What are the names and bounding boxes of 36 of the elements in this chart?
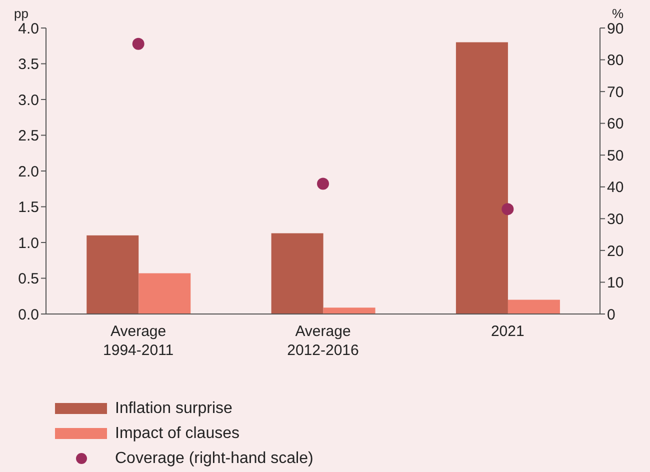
y2-tick-label: 30 [607,210,624,228]
y2-tick-label: 70 [607,84,624,101]
y-tick-label: 3.5 [18,56,39,74]
y2-tick-label: 90 [607,20,624,38]
bar [323,308,376,314]
y-tick-label: 4.0 [18,20,39,38]
legend-label: Impact of clauses [115,424,240,442]
y-tick-label: 1.0 [18,234,39,252]
x-tick-label: 2021 [490,323,524,340]
y2-tick-label: 80 [607,52,624,70]
legend-label: Coverage (right-hand scale) [115,450,314,468]
y2-tick-label: 50 [607,147,624,164]
y-tick-label: 2.5 [18,128,39,145]
y2-tick-label: 60 [607,116,624,133]
point [502,203,514,216]
y-tick-label: 2.0 [18,163,39,180]
y2-tick-label: 10 [607,274,624,292]
x-tick-label: Average 1994-2011 [103,323,174,359]
legend-label: Inflation surprise [115,400,232,418]
y-axis-title: pp [14,6,28,21]
bar [138,273,191,314]
bar [271,233,324,314]
y2-axis-title: % [612,6,624,21]
y2-tick-label: 40 [607,179,624,196]
y-tick-label: 0.5 [18,270,39,288]
y-tick-label: 0.0 [18,306,39,324]
bar [508,300,560,314]
bar [86,235,139,314]
y-tick-label: 3.0 [18,92,39,109]
y-tick-label: 1.5 [18,199,39,216]
point [132,38,144,50]
y2-tick-label: 0 [607,306,616,324]
y2-tick-label: 20 [607,242,624,260]
x-tick-label: Average 2012-2016 [287,323,359,359]
point [317,178,329,190]
bar [456,42,508,314]
